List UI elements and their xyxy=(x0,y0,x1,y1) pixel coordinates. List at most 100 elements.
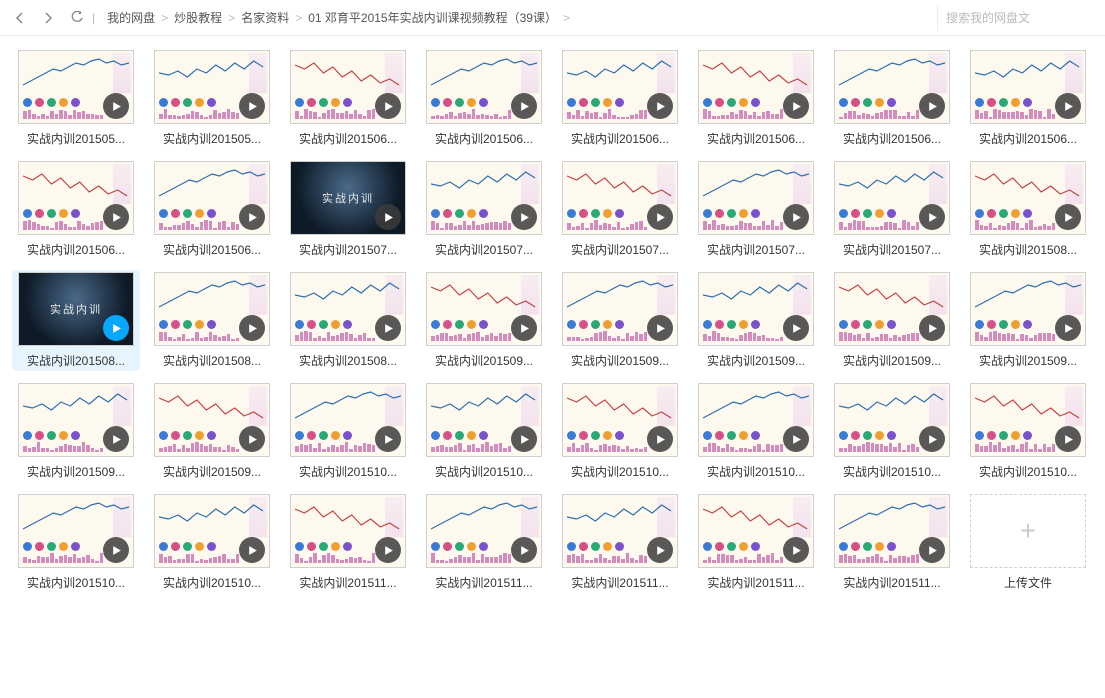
thumb-indicator-dots xyxy=(567,320,624,329)
file-item[interactable]: 实战内训201510... xyxy=(964,381,1092,482)
file-item[interactable]: 实战内训201511... xyxy=(420,492,548,593)
play-icon xyxy=(647,315,673,341)
chevron-left-icon xyxy=(14,12,26,24)
thumb-volume-bars xyxy=(431,109,511,119)
file-item[interactable]: 实战内训201505... xyxy=(148,48,276,149)
thumb-chart xyxy=(159,166,265,202)
video-thumbnail xyxy=(290,50,406,124)
file-item[interactable]: 实战内训201510... xyxy=(420,381,548,482)
file-item[interactable]: 实战内训201506... xyxy=(284,48,412,149)
thumb-volume-bars xyxy=(23,220,103,230)
file-item[interactable]: 实战内训201509... xyxy=(828,270,956,371)
file-item[interactable]: 实战内训201509... xyxy=(556,270,684,371)
file-item[interactable]: 实战内训201510... xyxy=(148,492,276,593)
thumb-chart xyxy=(159,499,265,535)
thumb-volume-bars xyxy=(159,553,239,563)
breadcrumb-item-root[interactable]: 我的网盘 xyxy=(107,9,155,26)
video-thumbnail xyxy=(562,383,678,457)
file-item[interactable]: 实战内训 实战内训201508... xyxy=(12,270,140,371)
file-item[interactable]: 实战内训201511... xyxy=(556,492,684,593)
file-item[interactable]: 实战内训201510... xyxy=(828,381,956,482)
thumb-indicator-dots xyxy=(431,542,488,551)
file-name-label: 实战内训201506... xyxy=(843,130,941,147)
file-item[interactable]: 实战内训201509... xyxy=(692,270,820,371)
video-thumbnail xyxy=(698,383,814,457)
thumb-volume-bars xyxy=(703,109,783,119)
thumb-volume-bars xyxy=(567,331,647,341)
nav-refresh-button[interactable] xyxy=(64,6,88,30)
play-icon xyxy=(239,315,265,341)
topbar-divider: | xyxy=(92,11,95,25)
file-item[interactable]: 实战内训201509... xyxy=(964,270,1092,371)
file-item[interactable]: 实战内训201506... xyxy=(692,48,820,149)
play-icon xyxy=(239,426,265,452)
file-item[interactable]: 实战内训201510... xyxy=(12,492,140,593)
file-item[interactable]: 实战内训201509... xyxy=(148,381,276,482)
play-icon xyxy=(783,93,809,119)
file-item[interactable]: 实战内训201505... xyxy=(12,48,140,149)
file-item[interactable]: 实战内训201506... xyxy=(828,48,956,149)
thumb-indicator-dots xyxy=(567,209,624,218)
play-icon xyxy=(375,315,401,341)
file-item[interactable]: 实战内训201506... xyxy=(12,159,140,260)
thumb-chart xyxy=(703,277,809,313)
topbar: | 我的网盘 > 炒股教程 > 名家资料 > 01 邓育平2015年实战内训课视… xyxy=(0,0,1105,36)
file-item[interactable]: 实战内训201511... xyxy=(692,492,820,593)
file-item[interactable]: 实战内训201507... xyxy=(420,159,548,260)
thumb-chart xyxy=(23,388,129,424)
file-name-label: 实战内训201506... xyxy=(435,130,533,147)
play-icon xyxy=(239,537,265,563)
thumb-indicator-dots xyxy=(295,542,352,551)
video-thumbnail xyxy=(698,161,814,235)
breadcrumb-item-3[interactable]: 01 邓育平2015年实战内训课视频教程（39课） xyxy=(308,9,557,26)
thumb-indicator-dots xyxy=(703,320,760,329)
file-item[interactable]: 实战内训201508... xyxy=(284,270,412,371)
play-icon xyxy=(103,426,129,452)
nav-back-button[interactable] xyxy=(8,6,32,30)
thumb-chart xyxy=(839,55,945,91)
thumb-chart xyxy=(159,55,265,91)
thumb-chart xyxy=(975,388,1081,424)
thumb-indicator-dots xyxy=(23,209,80,218)
file-item[interactable]: 实战内训201511... xyxy=(828,492,956,593)
file-item[interactable]: 实战内训201508... xyxy=(148,270,276,371)
breadcrumb-item-2[interactable]: 名家资料 xyxy=(241,9,289,26)
breadcrumb-item-1[interactable]: 炒股教程 xyxy=(174,9,222,26)
video-thumbnail xyxy=(290,494,406,568)
search-input[interactable] xyxy=(937,5,1097,31)
file-item[interactable]: 实战内训201510... xyxy=(284,381,412,482)
file-item[interactable]: 实战内训201509... xyxy=(12,381,140,482)
file-name-label: 实战内训201510... xyxy=(435,463,533,480)
file-item[interactable]: 实战内训201510... xyxy=(556,381,684,482)
file-item[interactable]: 实战内训201511... xyxy=(284,492,412,593)
file-item[interactable]: 实战内训201510... xyxy=(692,381,820,482)
file-item[interactable]: 实战内训 实战内训201507... xyxy=(284,159,412,260)
play-icon xyxy=(1055,315,1081,341)
file-name-label: 实战内训201507... xyxy=(843,241,941,258)
file-item[interactable]: 实战内训201506... xyxy=(964,48,1092,149)
thumb-chart xyxy=(567,55,673,91)
file-name-label: 实战内训201511... xyxy=(707,574,804,591)
file-item[interactable]: 实战内训201506... xyxy=(148,159,276,260)
file-item[interactable]: 实战内训201509... xyxy=(420,270,548,371)
file-item[interactable]: 实战内训201508... xyxy=(964,159,1092,260)
file-item[interactable]: 实战内训201507... xyxy=(828,159,956,260)
file-item[interactable]: 实战内训201506... xyxy=(420,48,548,149)
play-icon xyxy=(1055,204,1081,230)
file-item[interactable]: 实战内训201507... xyxy=(692,159,820,260)
upload-file-button[interactable]: + 上传文件 xyxy=(964,492,1092,593)
play-icon xyxy=(511,426,537,452)
video-thumbnail xyxy=(426,50,542,124)
thumb-indicator-dots xyxy=(23,98,80,107)
thumb-volume-bars xyxy=(23,109,103,119)
play-icon xyxy=(919,315,945,341)
thumb-indicator-dots xyxy=(23,542,80,551)
file-item[interactable]: 实战内训201507... xyxy=(556,159,684,260)
video-thumbnail xyxy=(562,50,678,124)
nav-forward-button[interactable] xyxy=(36,6,60,30)
file-name-label: 实战内训201509... xyxy=(979,352,1077,369)
video-thumbnail xyxy=(426,383,542,457)
file-item[interactable]: 实战内训201506... xyxy=(556,48,684,149)
thumb-volume-bars xyxy=(703,220,783,230)
thumb-volume-bars xyxy=(839,220,919,230)
